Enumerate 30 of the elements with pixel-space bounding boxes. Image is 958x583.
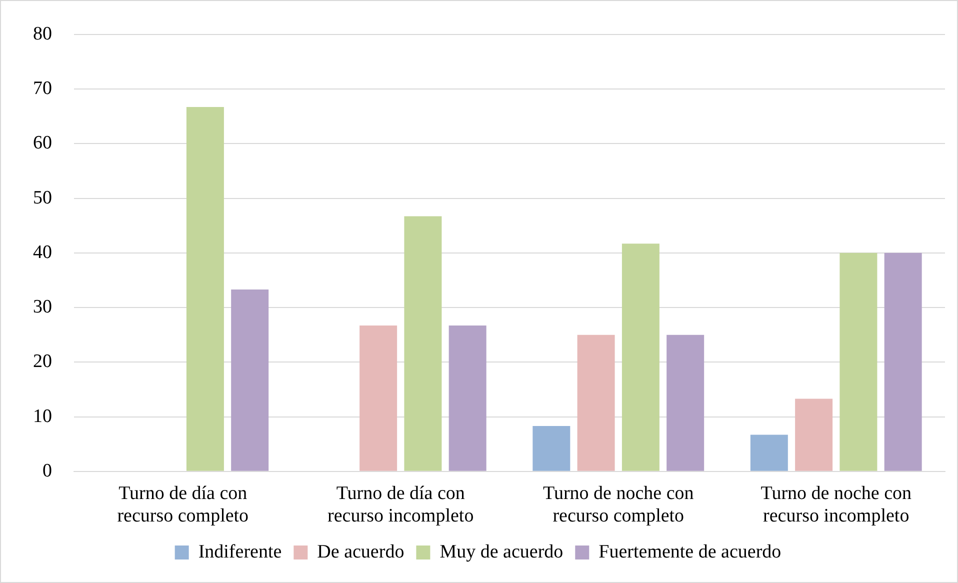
y-tick-label: 20 [33, 351, 52, 372]
bar [231, 290, 269, 471]
bar [840, 252, 878, 471]
x-tick-label: Turno de noche con recurso incompleto [760, 482, 912, 527]
bar [622, 244, 660, 471]
legend-label: Muy de acuerdo [440, 541, 564, 562]
bar [532, 426, 570, 471]
bar [404, 216, 442, 471]
y-tick-label: 70 [33, 78, 52, 100]
y-tick-label: 0 [42, 460, 52, 482]
y-tick-label: 80 [33, 23, 52, 44]
y-tick-label: 40 [33, 242, 52, 263]
legend-label: De acuerdo [317, 541, 404, 562]
bar [795, 398, 833, 471]
bar [666, 334, 704, 471]
legend-label: Fuertemente de acuerdo [598, 541, 782, 562]
bar [360, 326, 398, 471]
x-tick-label: Turno de día con recurso completo [117, 482, 249, 527]
bar [577, 334, 615, 471]
bar [186, 107, 224, 471]
y-tick-label: 50 [33, 187, 52, 208]
bar [884, 252, 922, 471]
y-tick-label: 30 [33, 296, 52, 318]
y-tick-label: 60 [33, 132, 52, 154]
y-tick-label: 10 [33, 406, 52, 427]
x-tick-label: Turno de día con recurso incompleto [328, 482, 474, 527]
x-tick-label: Turno de noche con recurso completo [543, 482, 694, 527]
legend-label: Indiferente [198, 541, 282, 562]
bar [750, 434, 788, 471]
bar [448, 326, 486, 471]
